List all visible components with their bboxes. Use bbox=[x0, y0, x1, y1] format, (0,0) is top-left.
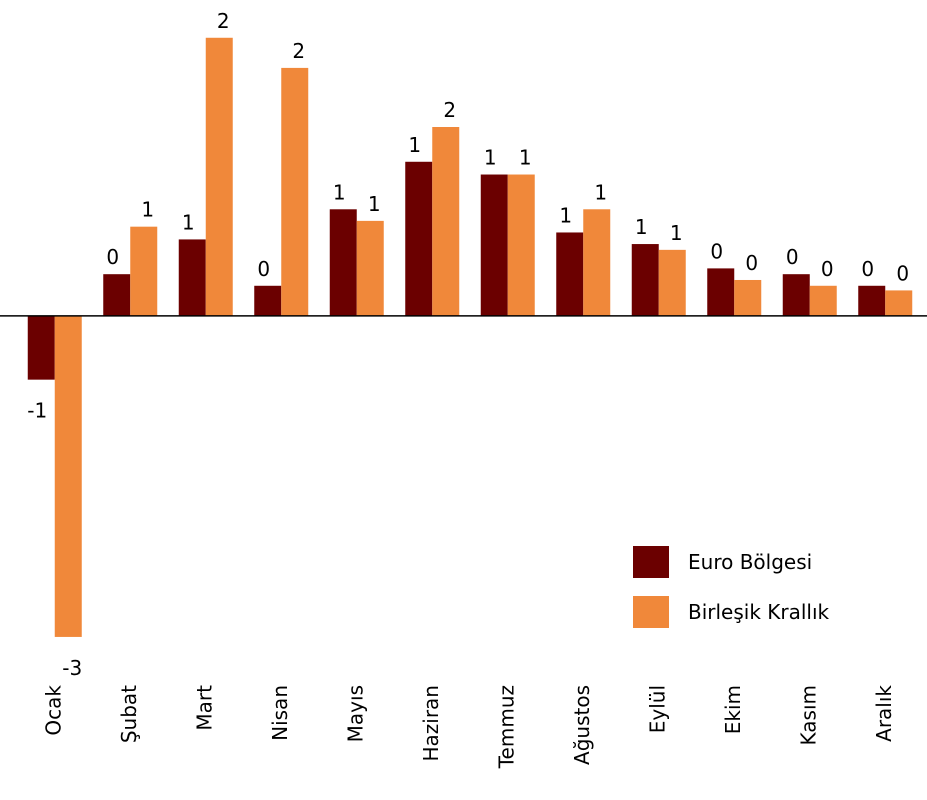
x-tick-label: Temmuz bbox=[494, 685, 518, 769]
data-label: 1 bbox=[182, 210, 195, 234]
x-tick-label: Ekim bbox=[721, 685, 745, 734]
bar bbox=[480, 174, 508, 316]
data-label: 0 bbox=[786, 245, 799, 269]
data-label: 1 bbox=[333, 180, 346, 204]
data-label: 0 bbox=[821, 257, 834, 281]
data-label: 1 bbox=[594, 180, 607, 204]
bar bbox=[809, 285, 837, 316]
x-tick-label: Kasım bbox=[796, 685, 820, 745]
data-label: 1 bbox=[141, 198, 154, 222]
data-label: 0 bbox=[257, 257, 270, 281]
data-label: 0 bbox=[710, 239, 723, 263]
bar bbox=[103, 274, 131, 316]
bar bbox=[734, 279, 762, 316]
data-label: 1 bbox=[635, 215, 648, 239]
data-label: 1 bbox=[484, 146, 497, 170]
bar bbox=[178, 239, 206, 316]
data-label: 0 bbox=[861, 257, 874, 281]
bar bbox=[707, 268, 735, 316]
bar bbox=[507, 174, 535, 316]
x-tick-label: Nisan bbox=[268, 685, 292, 741]
data-label: 1 bbox=[559, 203, 572, 227]
x-tick-label: Ağustos bbox=[570, 685, 594, 765]
data-label: 1 bbox=[670, 221, 683, 245]
x-tick-label: Aralık bbox=[872, 685, 896, 742]
legend-swatch bbox=[633, 546, 669, 578]
data-label: -1 bbox=[27, 399, 47, 423]
bar bbox=[631, 244, 659, 316]
bar bbox=[54, 315, 82, 637]
bar bbox=[205, 37, 233, 316]
x-tick-label: Eylül bbox=[645, 685, 669, 733]
bar bbox=[556, 232, 584, 316]
legend-label: Euro Bölgesi bbox=[688, 550, 812, 574]
bar bbox=[782, 274, 810, 316]
x-tick-label: Şubat bbox=[117, 685, 141, 743]
x-tick-label: Haziran bbox=[419, 685, 443, 762]
bar bbox=[858, 285, 886, 316]
data-label: 2 bbox=[292, 39, 305, 63]
data-label: -3 bbox=[62, 656, 82, 680]
bar bbox=[27, 315, 55, 380]
bar bbox=[130, 226, 158, 316]
bar bbox=[432, 127, 460, 316]
bar bbox=[583, 209, 611, 316]
data-label: 2 bbox=[217, 9, 230, 33]
data-label: 1 bbox=[408, 133, 421, 157]
bar bbox=[281, 67, 309, 316]
bar bbox=[658, 249, 686, 316]
bar bbox=[254, 285, 282, 316]
data-label: 2 bbox=[443, 98, 456, 122]
x-tick-label: Mayıs bbox=[343, 685, 367, 742]
bar bbox=[405, 161, 433, 316]
x-tick-label: Mart bbox=[192, 685, 216, 731]
data-label: 0 bbox=[896, 261, 909, 285]
bar bbox=[356, 220, 384, 316]
bar bbox=[329, 209, 357, 316]
data-label: 1 bbox=[519, 146, 532, 170]
x-tick-label: Ocak bbox=[41, 685, 65, 736]
data-label: 0 bbox=[106, 245, 119, 269]
data-label: 1 bbox=[368, 192, 381, 216]
data-label: 0 bbox=[745, 251, 758, 275]
legend-swatch bbox=[633, 596, 669, 628]
legend-label: Birleşik Krallık bbox=[688, 600, 830, 624]
bar bbox=[885, 290, 913, 316]
